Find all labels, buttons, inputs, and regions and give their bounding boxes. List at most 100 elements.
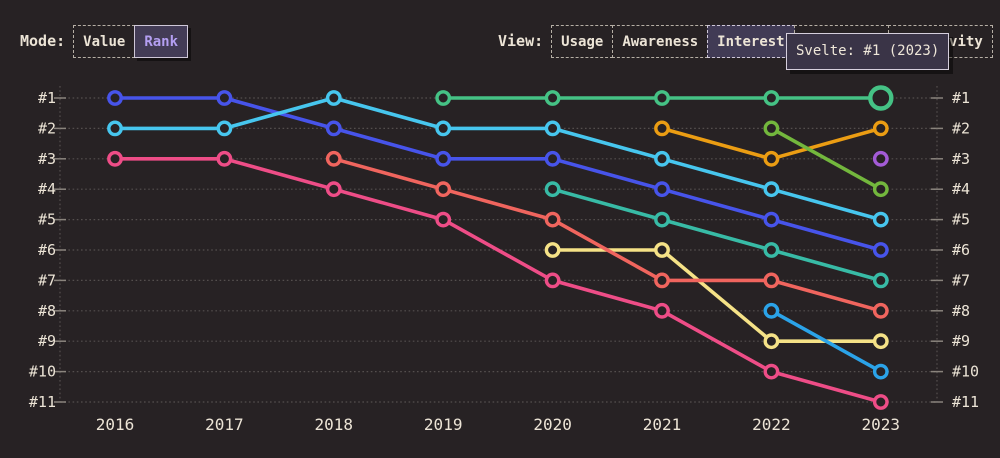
series-pink-point-2021[interactable] (654, 302, 670, 319)
svelte-point-2020[interactable] (544, 90, 561, 106)
series-teal-line[interactable] (550, 187, 883, 283)
mode-option-rank[interactable]: Rank (134, 25, 189, 58)
y-label-right-#8: #8 (952, 302, 970, 320)
y-label-left-#7: #7 (38, 271, 56, 289)
y-label-left-#3: #3 (38, 150, 56, 168)
series-yellow-point-2021[interactable] (654, 242, 670, 258)
y-label-right-#9: #9 (952, 332, 970, 350)
series-teal-point-2020[interactable] (544, 181, 561, 198)
series-indigo-point-2021[interactable] (654, 181, 670, 198)
view-option-interest[interactable]: Interest (707, 25, 795, 58)
series-cyan-point-2020[interactable] (544, 120, 561, 137)
series-salmon-point-2022[interactable] (763, 272, 780, 289)
view-option-usage[interactable]: Usage (551, 25, 614, 58)
mode-option-value[interactable]: Value (73, 25, 136, 58)
series-yellowgreen-point-2023[interactable] (872, 181, 889, 198)
tooltip-text: Svelte: #1 (2023) (796, 43, 940, 59)
x-label-2017: 2017 (205, 415, 244, 434)
y-label-left-#9: #9 (38, 332, 56, 350)
x-label-2016: 2016 (96, 415, 135, 434)
series-pink-point-2022[interactable] (763, 363, 780, 380)
series-orange-point-2023[interactable] (872, 120, 889, 137)
mode-button-group: Value Rank (73, 25, 189, 58)
series-salmon-point-2019[interactable] (435, 181, 452, 198)
series-cyan-point-2018[interactable] (325, 90, 342, 106)
series-pink-line[interactable] (113, 157, 883, 404)
y-label-left-#2: #2 (38, 119, 56, 137)
series-orange-point-2022[interactable] (763, 150, 780, 167)
series-indigo-point-2020[interactable] (544, 150, 561, 167)
series-teal-point-2022[interactable] (763, 242, 780, 258)
series-orange-point-2021[interactable] (654, 120, 670, 137)
series-indigo-point-2022[interactable] (763, 211, 780, 228)
series-indigo-point-2018[interactable] (325, 120, 342, 137)
y-label-right-#7: #7 (952, 271, 970, 289)
series-cyan-point-2017[interactable] (216, 120, 233, 137)
series-pink-point-2020[interactable] (544, 272, 561, 289)
series-yellow-point-2020[interactable] (544, 242, 561, 258)
x-label-2022: 2022 (752, 415, 791, 434)
series-skyblue-point-2022[interactable] (763, 302, 780, 319)
view-label: View: (498, 32, 544, 50)
x-label-2021: 2021 (643, 415, 682, 434)
series-pink-point-2018[interactable] (325, 181, 342, 198)
series-indigo-point-2016[interactable] (107, 90, 123, 106)
series-pink-point-2019[interactable] (435, 211, 452, 228)
series-salmon-point-2018[interactable] (325, 150, 342, 167)
view-option-awareness[interactable]: Awareness (612, 25, 709, 58)
series-cyan-point-2019[interactable] (435, 120, 452, 137)
series-skyblue-line[interactable] (769, 308, 883, 374)
y-label-left-#1: #1 (38, 89, 56, 107)
x-label-2019: 2019 (424, 415, 463, 434)
series-teal-point-2021[interactable] (654, 211, 670, 228)
series-pink-point-2023[interactable] (872, 394, 889, 410)
series-teal-point-2023[interactable] (872, 272, 889, 289)
svelte-point-2019[interactable] (435, 90, 452, 106)
x-label-2023: 2023 (862, 415, 901, 434)
mode-control: Mode: Value Rank (20, 25, 189, 58)
y-label-left-#6: #6 (38, 241, 56, 259)
series-cyan-point-2023[interactable] (872, 211, 889, 228)
chart-tooltip: Svelte: #1 (2023) (786, 33, 950, 70)
series-pink-point-2016[interactable] (107, 150, 123, 167)
series-cyan-point-2016[interactable] (107, 120, 123, 137)
svelte-point-2023-highlighted[interactable] (868, 85, 894, 111)
svelte-point-2022[interactable] (763, 90, 780, 106)
series-cyan-point-2022[interactable] (763, 181, 780, 198)
y-label-right-#2: #2 (952, 119, 970, 137)
y-label-right-#3: #3 (952, 150, 970, 168)
y-label-right-#1: #1 (952, 89, 970, 107)
series-purple-point-2023[interactable] (872, 150, 889, 167)
series-yellowgreen-line[interactable] (769, 126, 883, 191)
x-label-2018: 2018 (315, 415, 354, 434)
y-label-right-#4: #4 (952, 180, 970, 198)
series-salmon-point-2021[interactable] (654, 272, 670, 289)
y-label-left-#11: #11 (29, 393, 56, 411)
series-yellow-point-2022[interactable] (763, 333, 780, 350)
series-salmon-point-2020[interactable] (544, 211, 561, 228)
mode-label: Mode: (20, 32, 66, 50)
y-label-left-#4: #4 (38, 180, 56, 198)
series-indigo-point-2023[interactable] (872, 242, 889, 258)
series-salmon-line[interactable] (331, 157, 883, 313)
series-skyblue-point-2023[interactable] (872, 363, 889, 380)
y-label-right-#5: #5 (952, 211, 970, 229)
series-yellowgreen-point-2022[interactable] (763, 120, 780, 137)
series-cyan-point-2021[interactable] (654, 150, 670, 167)
y-label-right-#6: #6 (952, 241, 970, 259)
svelte-point-2021[interactable] (654, 90, 670, 106)
series-salmon-point-2023[interactable] (872, 302, 889, 319)
series-indigo-point-2017[interactable] (216, 90, 233, 106)
y-label-right-#10: #10 (952, 363, 979, 381)
y-label-left-#8: #8 (38, 302, 56, 320)
x-label-2020: 2020 (533, 415, 572, 434)
series-yellow-point-2023[interactable] (872, 333, 889, 350)
series-indigo-point-2019[interactable] (435, 150, 452, 167)
series-pink-point-2017[interactable] (216, 150, 233, 167)
y-label-right-#11: #11 (952, 393, 979, 411)
series-indigo-line[interactable] (113, 96, 883, 252)
y-label-left-#10: #10 (29, 363, 56, 381)
y-label-left-#5: #5 (38, 211, 56, 229)
series-cyan-line[interactable] (113, 96, 883, 222)
